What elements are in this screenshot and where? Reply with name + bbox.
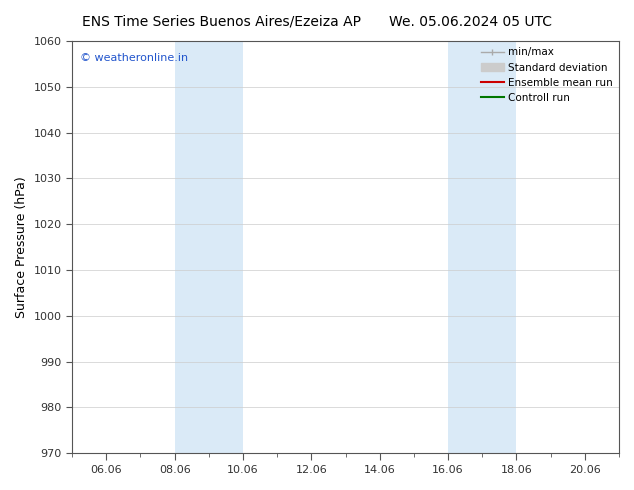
Y-axis label: Surface Pressure (hPa): Surface Pressure (hPa) — [15, 176, 28, 318]
Bar — [448, 41, 517, 453]
Legend: min/max, Standard deviation, Ensemble mean run, Controll run: min/max, Standard deviation, Ensemble me… — [477, 43, 617, 107]
Bar — [174, 41, 243, 453]
Text: We. 05.06.2024 05 UTC: We. 05.06.2024 05 UTC — [389, 15, 552, 29]
Text: © weatheronline.in: © weatheronline.in — [81, 53, 188, 63]
Text: ENS Time Series Buenos Aires/Ezeiza AP: ENS Time Series Buenos Aires/Ezeiza AP — [82, 15, 361, 29]
